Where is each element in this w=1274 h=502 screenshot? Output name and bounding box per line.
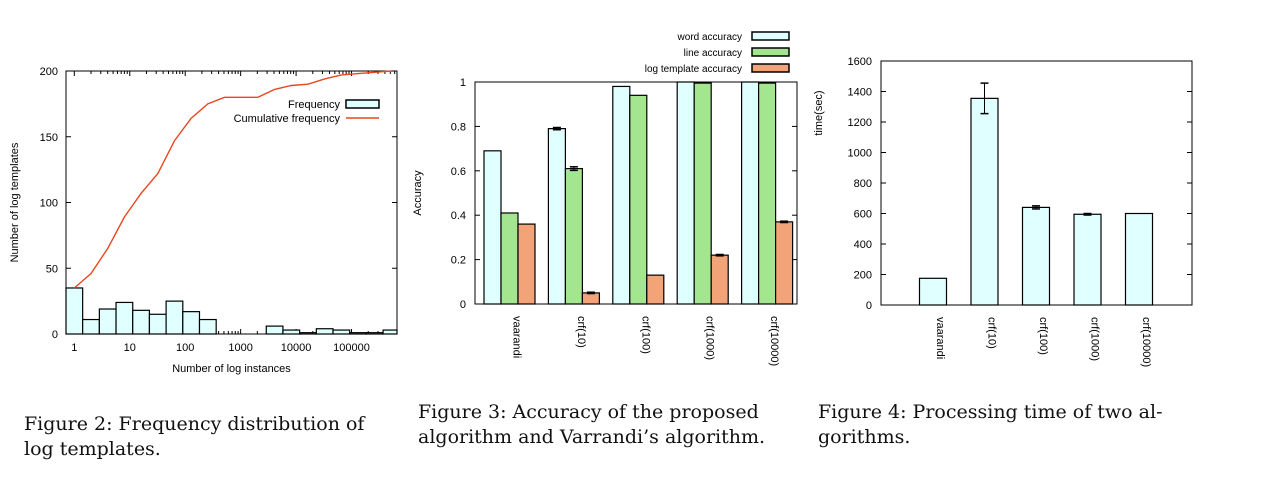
accuracy-bar <box>740 81 760 305</box>
cumulative-frequency-line <box>73 70 392 289</box>
y-tick-label: 800 <box>854 178 872 190</box>
y-tick-label: 0.4 <box>451 210 466 222</box>
legend-label-frequency: Frequency <box>288 99 340 111</box>
y-axis-label: Number of log templates <box>9 142 21 262</box>
x-tick-label: vaarandi <box>934 317 946 359</box>
accuracy-bar <box>564 167 584 305</box>
frequency-bar <box>148 313 167 335</box>
frequency-bar <box>198 318 217 335</box>
x-tick-label: crf(1000) <box>1089 317 1101 361</box>
x-tick-label: crf(100) <box>1037 317 1049 355</box>
figure-2-caption-line-1: Figure 2: Frequency distribution of <box>24 413 365 435</box>
y-tick-label: 600 <box>854 209 872 221</box>
x-tick-label: crf(10) <box>575 316 587 348</box>
figure-3-caption-line-1: Figure 3: Accuracy of the proposed <box>418 401 759 423</box>
time-bar <box>1124 212 1154 306</box>
x-tick-label: 10 <box>124 342 136 354</box>
frequency-bar <box>382 329 398 335</box>
accuracy-bar <box>500 212 519 305</box>
figure-4-caption: Figure 4: Processing time of two al- gor… <box>818 400 1198 450</box>
y-tick-label: 0.6 <box>451 166 466 178</box>
x-tick-label: 100 <box>176 342 194 354</box>
time-bar <box>970 97 999 306</box>
accuracy-bar <box>517 223 536 305</box>
legend-label: line accuracy <box>684 48 742 59</box>
y-tick-label: 0.2 <box>451 255 466 267</box>
x-tick-label: 10000 <box>281 342 312 354</box>
y-tick-label: 0 <box>460 299 466 311</box>
accuracy-bar <box>629 94 648 305</box>
frequency-bar <box>182 311 201 335</box>
x-axis-label: Number of log instances <box>172 363 291 375</box>
time-bar <box>918 277 948 306</box>
legend-swatch <box>751 31 790 41</box>
y-tick-label: 1600 <box>848 56 872 68</box>
x-tick-label: crf(1000) <box>704 316 716 360</box>
time-bar <box>1021 206 1051 306</box>
legend-swatch <box>751 47 790 57</box>
y-tick-label: 1000 <box>848 148 872 160</box>
frequency-bar <box>65 287 84 335</box>
accuracy-bar <box>710 254 729 305</box>
legend-swatch <box>751 63 790 73</box>
y-axis-label: Accuracy <box>412 170 424 216</box>
frequency-bar <box>98 308 117 335</box>
y-tick-label: 1 <box>460 77 466 89</box>
time-bar <box>1073 213 1102 306</box>
x-tick-label: vaarandi <box>511 316 523 358</box>
x-tick-label: 1 <box>71 342 77 354</box>
y-tick-label: 150 <box>40 132 58 144</box>
x-tick-label: crf(10000) <box>1140 317 1152 367</box>
y-tick-label: 200 <box>40 66 58 78</box>
accuracy-bar <box>547 128 567 305</box>
frequency-bar <box>365 332 384 335</box>
y-tick-label: 200 <box>854 270 872 282</box>
figure-3-caption-line-2: algorithm and Varrandi’s algorithm. <box>418 426 766 448</box>
y-tick-label: 1200 <box>848 117 872 129</box>
figure-4-caption-line-1: Figure 4: Processing time of two al- <box>818 401 1163 423</box>
y-tick-label: 400 <box>854 239 872 251</box>
frequency-bar <box>115 301 134 335</box>
accuracy-bar <box>612 85 631 305</box>
frequency-bar <box>349 332 367 335</box>
legend-label-cumulative: Cumulative frequency <box>234 113 341 125</box>
figure-2-caption: Figure 2: Frequency distribution of log … <box>24 412 394 462</box>
y-tick-label: 0 <box>52 329 58 341</box>
x-tick-label: 100000 <box>333 342 370 354</box>
accuracy-bar <box>774 221 794 305</box>
accuracy-bar <box>646 274 665 305</box>
frequency-bar <box>315 328 334 335</box>
frequency-bar <box>132 309 151 335</box>
frequency-bar <box>282 329 301 335</box>
legend-label: word accuracy <box>677 32 742 43</box>
y-tick-label: 0.8 <box>451 121 466 133</box>
legend-label: log template accuracy <box>645 64 742 75</box>
figure-3-caption: Figure 3: Accuracy of the proposed algor… <box>418 400 798 450</box>
y-tick-label: 0 <box>866 300 872 312</box>
accuracy-bar <box>693 82 712 305</box>
x-tick-label: crf(10000) <box>768 316 780 366</box>
accuracy-bar <box>483 150 502 305</box>
accuracy-bar <box>676 81 695 305</box>
legend-swatch-frequency <box>345 99 380 109</box>
accuracy-bar <box>757 82 777 305</box>
frequency-bar <box>165 300 184 335</box>
y-tick-label: 1400 <box>848 87 872 99</box>
frequency-bar <box>265 325 284 335</box>
figure-4-caption-line-2: gorithms. <box>818 426 911 448</box>
x-tick-label: 1000 <box>228 342 252 354</box>
figure-2-caption-line-2: log templates. <box>24 438 161 460</box>
y-tick-label: 100 <box>40 198 58 210</box>
frequency-bar <box>332 329 351 335</box>
y-axis-label: time(sec) <box>813 90 825 135</box>
frequency-bar <box>82 318 100 335</box>
plot-frame <box>65 70 398 335</box>
x-tick-label: crf(10) <box>986 317 998 349</box>
accuracy-bar <box>581 292 601 305</box>
y-tick-label: 50 <box>46 263 58 275</box>
frequency-bar <box>299 332 317 335</box>
x-tick-label: crf(100) <box>639 316 651 354</box>
